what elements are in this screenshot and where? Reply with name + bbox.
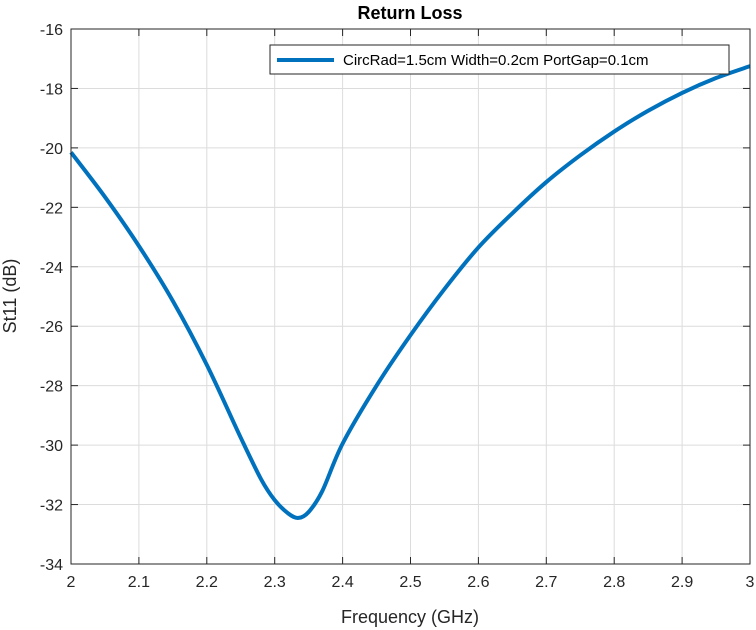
- legend: CircRad=1.5cm Width=0.2cm PortGap=0.1cm: [269, 44, 730, 75]
- x-tick-labels: 2 2.1 2.2 2.3 2.4 2.5 2.6 2.7 2.8 2.9 3: [67, 574, 755, 591]
- x-tick-label: 2.6: [467, 574, 489, 591]
- x-tick-label: 2.3: [264, 574, 286, 591]
- x-axis-label: Frequency (GHz): [341, 607, 479, 627]
- y-tick-label: -24: [40, 260, 63, 277]
- y-tick-label: -20: [40, 141, 63, 158]
- y-tick-label: -26: [40, 319, 63, 336]
- y-tick-labels: -34 -32 -30 -28 -26 -24 -22 -20 -18 -16: [40, 22, 63, 574]
- series-line: [69, 64, 751, 520]
- x-tick-label: 2.8: [603, 574, 625, 591]
- chart-title: Return Loss: [357, 3, 462, 23]
- y-tick-label: -32: [40, 498, 63, 515]
- y-axis-label: St11 (dB): [0, 259, 20, 334]
- y-tick-label: -34: [40, 557, 63, 574]
- y-tick-label: -18: [40, 81, 63, 98]
- y-tick-label: -30: [40, 438, 63, 455]
- x-tick-label: 2.7: [535, 574, 557, 591]
- legend-label: CircRad=1.5cm Width=0.2cm PortGap=0.1cm: [343, 52, 649, 69]
- x-tick-label: 2.1: [128, 574, 150, 591]
- series-lines: [69, 64, 751, 520]
- y-tick-label: -16: [40, 22, 63, 39]
- y-tick-label: -22: [40, 200, 63, 217]
- axis-ticks: [70, 28, 751, 565]
- x-tick-label: 2.2: [196, 574, 218, 591]
- legend-box: [269, 44, 730, 75]
- x-tick-label: 2.9: [671, 574, 693, 591]
- x-tick-label: 2.5: [399, 574, 421, 591]
- y-tick-label: -28: [40, 379, 63, 396]
- x-tick-label: 2: [67, 574, 76, 591]
- x-tick-label: 2.4: [331, 574, 353, 591]
- x-tick-label: 3: [746, 574, 755, 591]
